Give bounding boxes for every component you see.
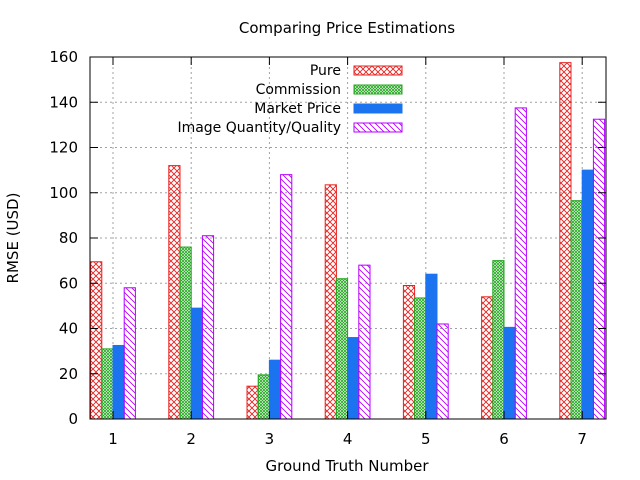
bars [90,62,606,420]
y-tick-label: 60 [59,274,78,292]
legend-swatch [353,65,403,76]
bar-market-price-5 [425,273,438,420]
y-tick-label: 40 [59,320,78,338]
x-tick-label: 3 [265,430,275,448]
y-tick-label: 100 [49,184,78,202]
y-tick-label: 140 [49,93,78,111]
x-tick-label: 1 [108,430,118,448]
bar-pure-1 [90,261,103,420]
bar-commission-1 [101,348,114,420]
legend-label: Commission [256,82,341,98]
legend-label: Image Quantity/Quality [177,120,341,136]
y-tick-label: 20 [59,365,78,383]
bar-market-price-4 [347,337,360,420]
legend-swatch [353,122,403,133]
bar-market-price-1 [112,344,125,420]
x-tick-label: 2 [186,430,196,448]
x-tick-label: 7 [577,430,587,448]
x-tick-label: 6 [499,430,509,448]
y-tick-label: 80 [59,229,78,247]
bar-commission-6 [492,260,505,420]
x-axis-label: Ground Truth Number [266,457,430,475]
legend-label: Market Price [254,101,341,117]
bar-market-price-6 [503,326,516,420]
bar-commission-3 [257,374,270,420]
bar-pure-3 [246,385,259,420]
chart-title: Comparing Price Estimations [239,19,455,37]
bar-market-price-3 [268,359,282,420]
bar-image-quantity-quality-4 [358,264,371,420]
bar-image-quantity-quality-6 [514,107,527,420]
legend-swatch [353,84,403,95]
bar-pure-7 [559,62,572,420]
bar-commission-4 [335,278,349,420]
bar-pure-5 [402,285,416,420]
bar-pure-6 [481,296,494,420]
y-tick-label: 160 [49,48,78,66]
bar-commission-7 [570,200,583,420]
bar-commission-5 [414,297,427,420]
bar-pure-4 [324,184,337,420]
bar-image-quantity-quality-2 [201,235,215,420]
y-axis-label: RMSE (USD) [4,193,22,284]
axis-ticks: 0 20 40 60 80 100 120 140 160 1 2 3 4 5 6 7 [49,48,606,448]
bar-market-price-7 [581,169,594,420]
bar-market-price-2 [190,307,203,420]
x-tick-label: 5 [421,430,431,448]
bar-pure-2 [168,165,181,420]
legend-swatch [353,103,403,114]
bar-image-quantity-quality-1 [123,287,136,420]
bar-commission-2 [179,246,192,420]
bar-image-quantity-quality-3 [280,174,293,420]
x-tick-label: 4 [343,430,353,448]
legend-label: Pure [310,63,341,79]
bar-image-quantity-quality-5 [436,323,449,420]
legend: Pure Commission Market Price Image Quantity… [177,63,403,136]
y-tick-label: 0 [68,410,78,428]
y-tick-label: 120 [49,139,78,157]
